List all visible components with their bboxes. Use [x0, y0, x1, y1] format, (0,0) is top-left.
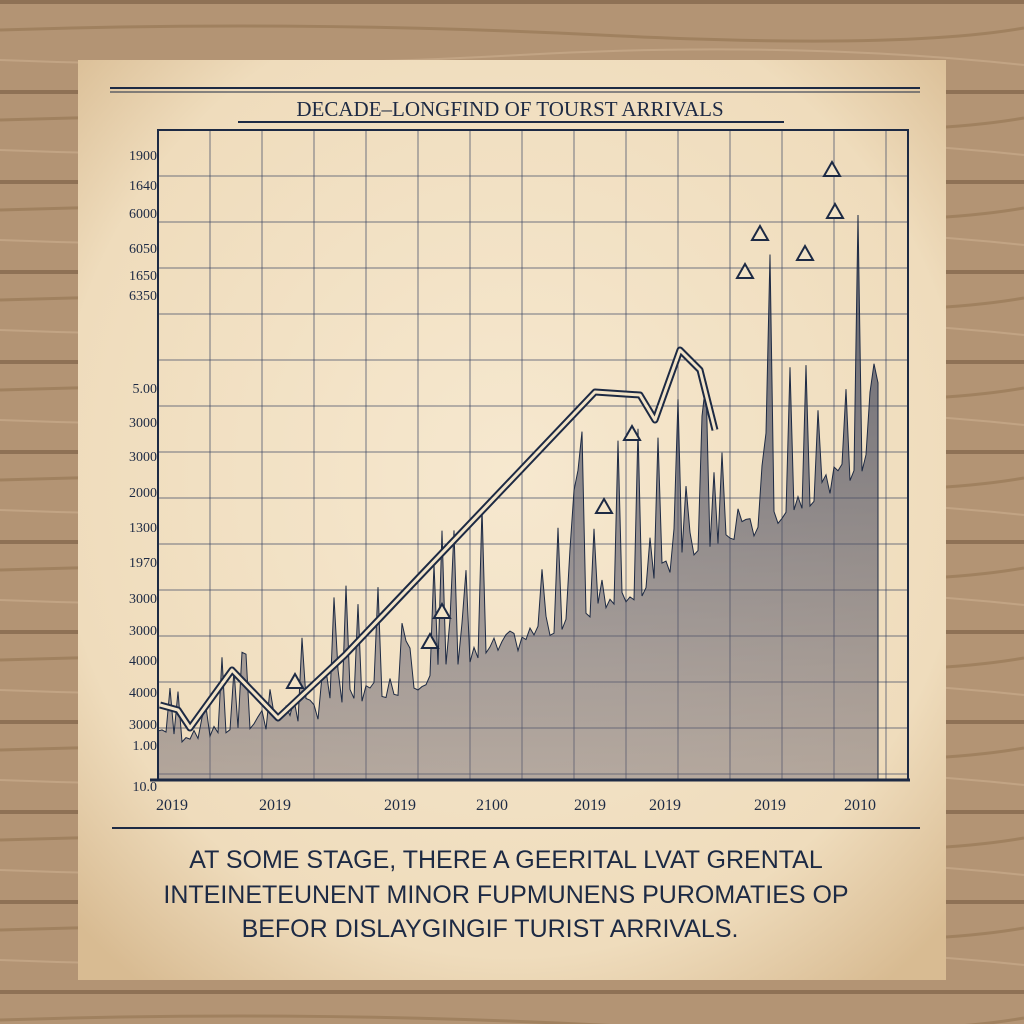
x-label: 2019: [156, 797, 188, 814]
x-label: 2019: [574, 797, 606, 814]
caption-line: AT SOME STAGE, THERE A GEERITAL LVAT GRE…: [189, 846, 823, 874]
peak-marker: [285, 671, 305, 689]
caption-line: BEFOR DISLAYGINGIF TURIST ARRIVALS.: [242, 915, 739, 943]
x-label: 2019: [384, 797, 416, 814]
peak-marker: [420, 631, 440, 649]
peak-marker: [622, 423, 642, 441]
peak-marker: [825, 201, 845, 219]
x-label: 2100: [476, 797, 508, 814]
peak-marker: [735, 261, 755, 279]
x-label: 2019: [649, 797, 681, 814]
y-label: 1300: [129, 521, 157, 536]
y-label: 3000: [129, 592, 157, 607]
y-label: 1650: [129, 269, 157, 284]
y-label: 1.00: [133, 739, 158, 754]
y-label: 10.0: [133, 780, 158, 795]
x-label: 2019: [259, 797, 291, 814]
y-label: 1900: [129, 149, 157, 164]
trend-line-inner: [159, 348, 717, 730]
y-label: 6000: [129, 207, 157, 222]
chart-title: DECADE–LONGFIND OF TOURST ARRIVALS: [296, 97, 723, 121]
peak-marker: [750, 223, 770, 241]
peak-marker: [822, 159, 842, 177]
y-label: 6350: [129, 289, 157, 304]
y-label: 6050: [129, 242, 157, 257]
y-label: 5.00: [133, 382, 158, 397]
y-label: 3000: [129, 718, 157, 733]
y-label: 3000: [129, 624, 157, 639]
y-label: 3000: [129, 450, 157, 465]
y-labels: 1900 1640 6000 6050 1650 6350 5.00 3000 3000 2000…: [129, 149, 157, 795]
y-label: 2000: [129, 486, 157, 501]
x-label: 2010: [844, 797, 876, 814]
caption-line: INTEINETEUNENT MINOR FUPMUNENS PUROMATIE…: [163, 881, 848, 909]
y-label: 4000: [129, 686, 157, 701]
y-label: 1640: [129, 179, 157, 194]
x-label: 2019: [754, 797, 786, 814]
y-label: 4000: [129, 654, 157, 669]
peak-marker: [795, 243, 815, 261]
x-labels: 2019 2019 2019 2100 2019 2019 2019 2010: [156, 797, 876, 814]
peak-marker: [432, 601, 452, 619]
y-label: 3000: [129, 416, 157, 431]
y-label: 1970: [129, 556, 157, 571]
peak-marker: [594, 496, 614, 514]
